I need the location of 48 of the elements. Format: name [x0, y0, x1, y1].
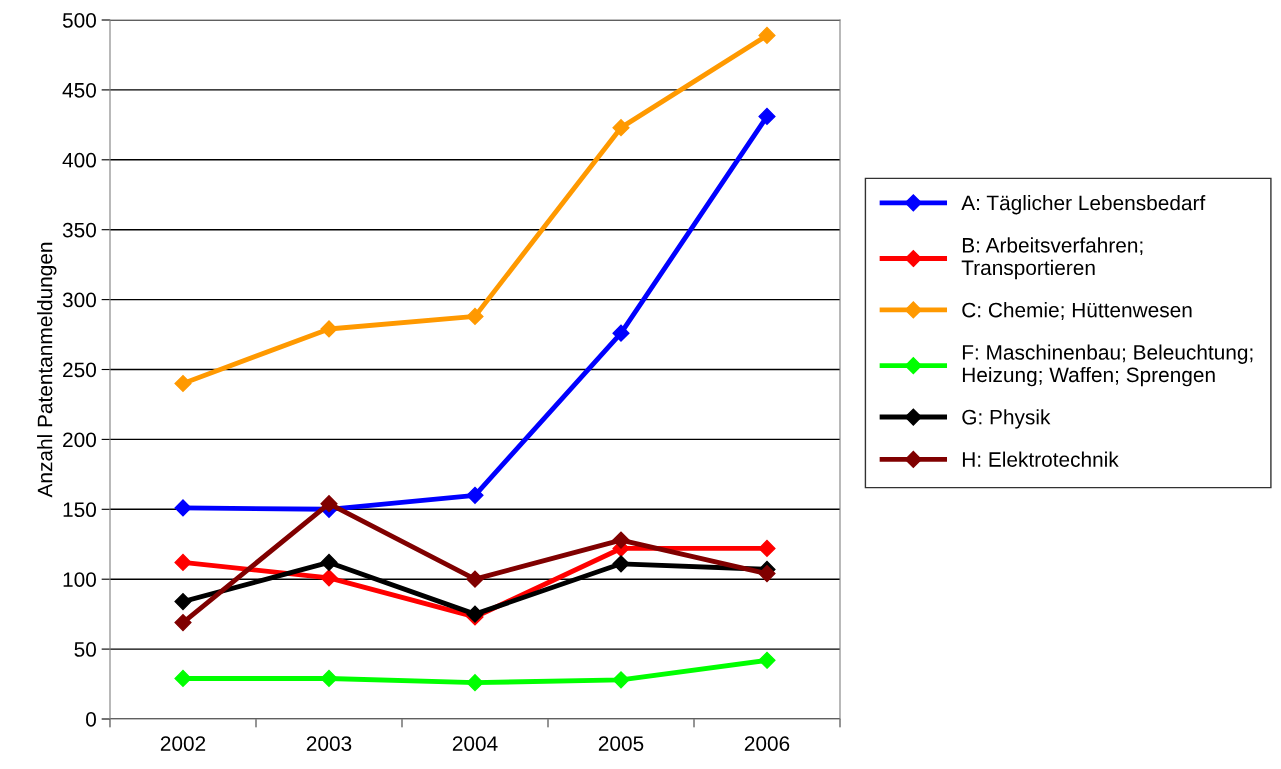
x-tick-label: 2005 — [598, 736, 644, 751]
y-tick-label: 250 — [63, 362, 96, 378]
legend-label: C: Chemie; Hüttenwesen — [962, 302, 1192, 320]
legend-label: F: Maschinenbau; Beleuchtung; Heizung; Waffen; Sprengen — [962, 344, 1253, 387]
point — [612, 119, 630, 137]
point — [612, 531, 630, 549]
legend-label: G: Physik — [962, 409, 1051, 429]
y-tick-label: 200 — [63, 432, 96, 448]
point — [466, 307, 484, 325]
point — [320, 569, 338, 587]
point — [320, 320, 338, 338]
legend-label: B: Arbeitsverfahren; Transportieren — [961, 237, 1143, 280]
y-tick-label: 150 — [63, 502, 96, 518]
point — [758, 651, 776, 669]
point — [612, 671, 630, 689]
y-tick-label: 0 — [86, 712, 96, 727]
point — [320, 669, 338, 688]
x-tick-label: 2004 — [452, 736, 498, 751]
point — [612, 324, 630, 342]
y-tick-label: 350 — [62, 222, 96, 238]
point — [466, 486, 484, 504]
point — [174, 669, 192, 688]
y-tick-label: 300 — [62, 292, 96, 308]
point — [758, 565, 776, 583]
point — [320, 495, 338, 513]
point — [612, 555, 630, 573]
y-tick-label: 500 — [62, 13, 96, 28]
x-tick-label: 2002 — [160, 736, 206, 751]
y-tick-label: 100 — [63, 572, 96, 587]
point — [758, 26, 776, 44]
point — [174, 553, 192, 571]
point — [174, 593, 192, 611]
y-tick-label: 50 — [74, 642, 96, 657]
point — [174, 499, 192, 517]
legend-label: H: Elektrotechnik — [962, 451, 1119, 467]
point — [174, 374, 192, 393]
x-tick-label: 2003 — [306, 736, 352, 751]
point — [466, 570, 484, 588]
point — [466, 674, 484, 692]
legend-label: A: Täglicher Lebensbedarf — [961, 195, 1206, 215]
point — [174, 613, 192, 632]
y-axis-title: Anzahl Patentanmeldungen — [37, 242, 57, 498]
y-tick-label: 400 — [62, 152, 96, 168]
point — [758, 539, 776, 557]
point — [758, 107, 776, 126]
x-tick-label: 2006 — [744, 736, 790, 751]
point — [320, 553, 338, 571]
y-tick-label: 450 — [62, 82, 96, 98]
